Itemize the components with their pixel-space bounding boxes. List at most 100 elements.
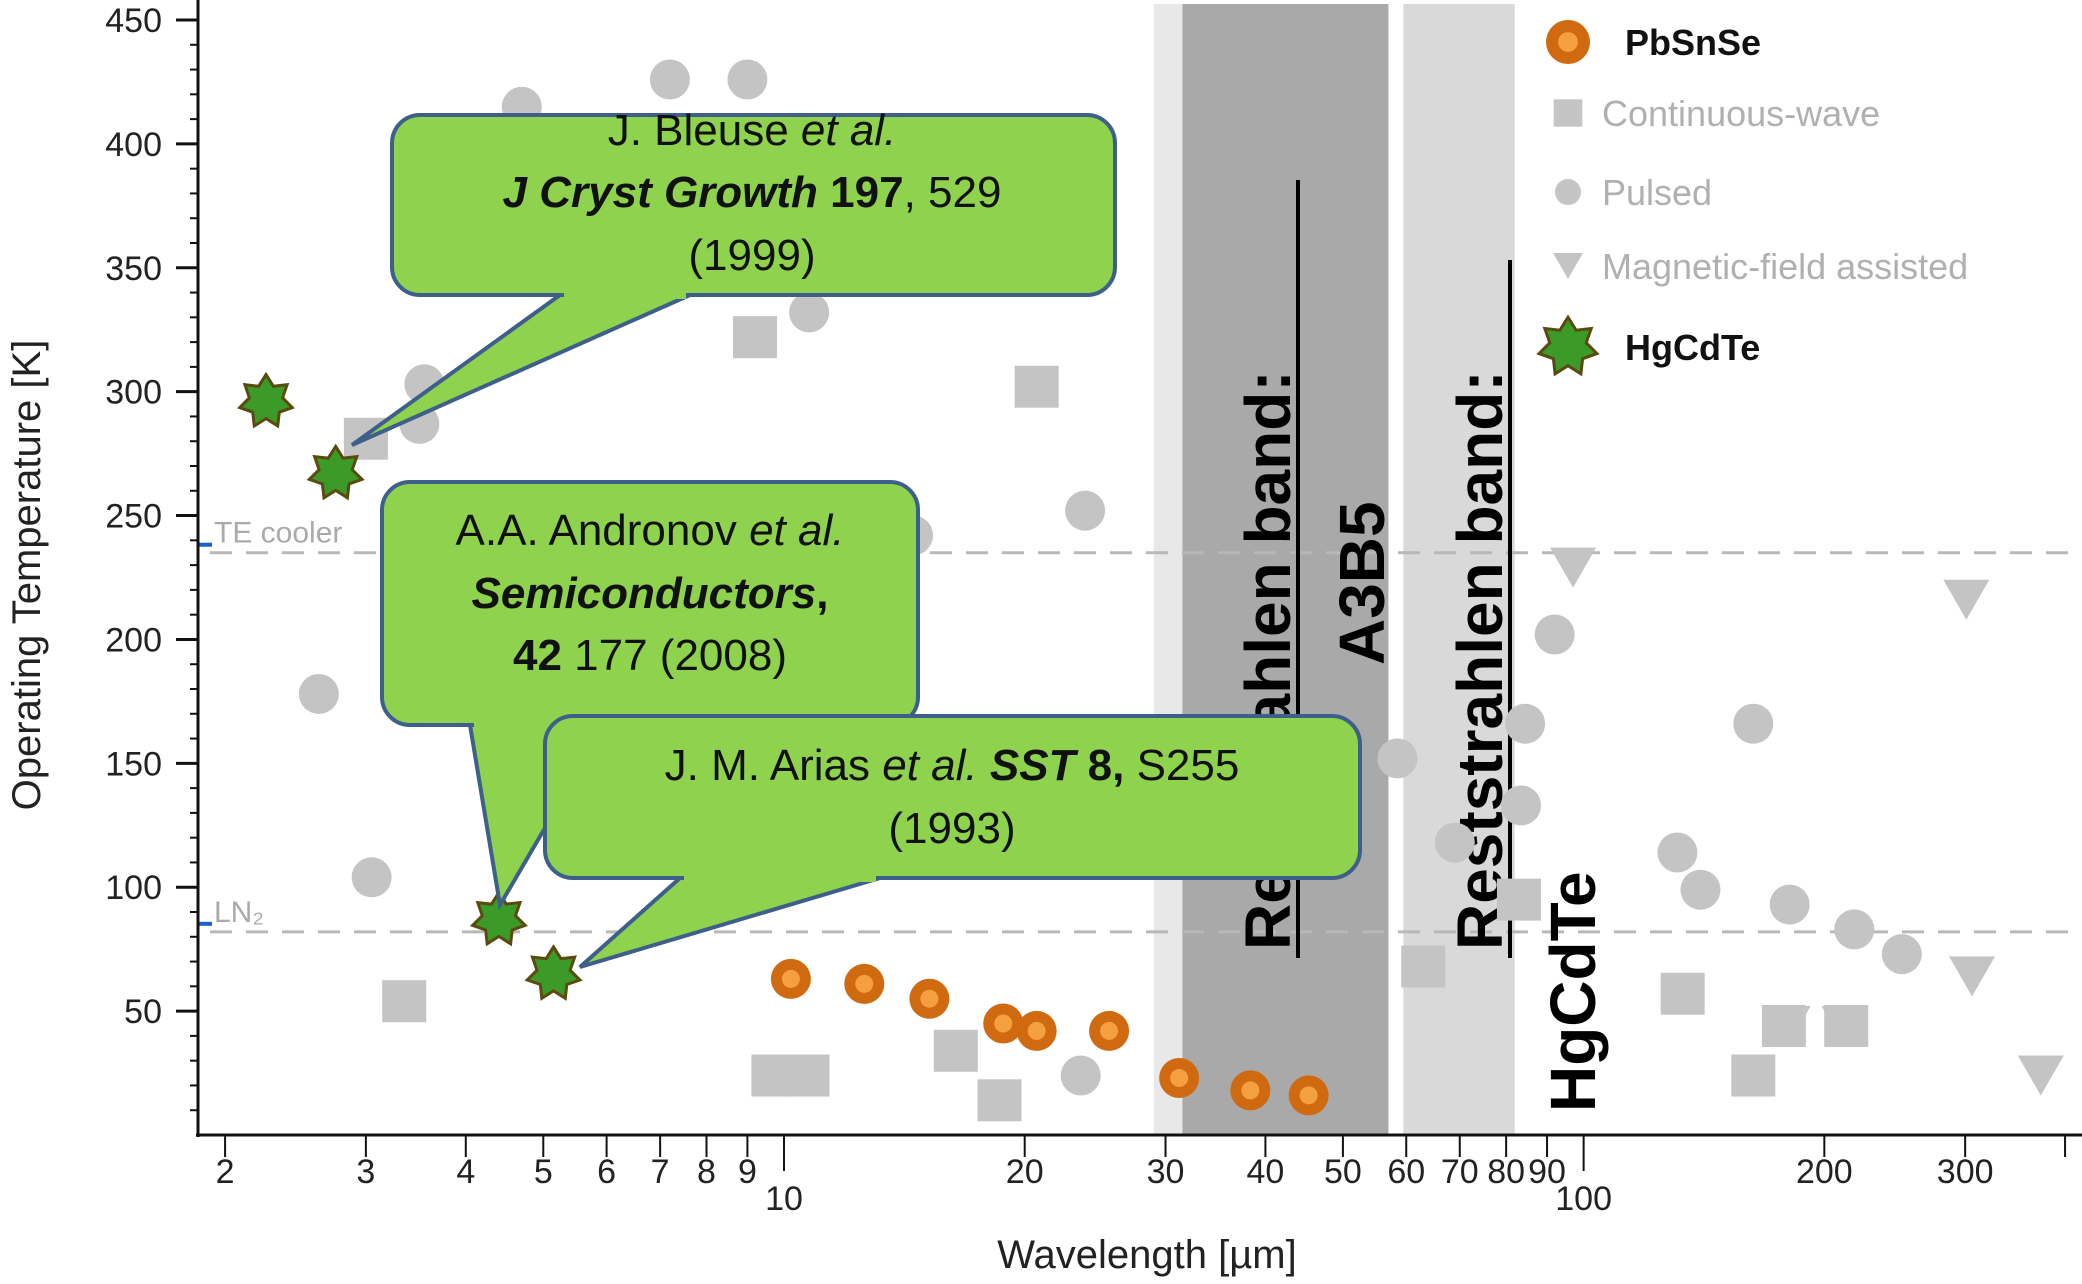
- point-pulsed-6: [727, 59, 768, 100]
- point-pulsed-9: [1065, 490, 1106, 531]
- callout-1-line-0: A.A. Andronov et al.: [456, 506, 845, 555]
- callout-run: J. Bleuse: [608, 106, 801, 155]
- callout-0-line-2: (1999): [688, 231, 815, 280]
- legend-marker-0-core: [1558, 32, 1578, 52]
- band-labels: Reststrahlen band: A3B5 Reststrahlen band:…: [1232, 180, 1609, 1112]
- legend-item-2: Pulsed: [1555, 172, 1712, 213]
- callout-2-line-0: J. M. Arias et al. SST 8, S255: [665, 741, 1240, 790]
- callout-run: 42: [513, 631, 562, 680]
- x-tick-label-8: 8: [697, 1153, 716, 1191]
- point-continuous-wave-6: [977, 1079, 1022, 1122]
- point-pbsnse-7-core: [1241, 1081, 1260, 1100]
- point-pbsnse-2-core: [920, 989, 939, 1008]
- callout-run: A.A. Andronov: [456, 506, 750, 555]
- legend-label-4: HgCdTe: [1625, 327, 1760, 368]
- x-tick-label-200: 200: [1796, 1153, 1853, 1191]
- point-pulsed-18: [1733, 703, 1774, 744]
- callout-box-2: [543, 714, 1362, 880]
- point-pulsed-16: [1657, 832, 1698, 873]
- point-continuous-wave-2: [733, 316, 778, 359]
- point-pbsnse-0-core: [781, 969, 800, 988]
- callout-run: et al.: [801, 106, 896, 155]
- legend-item-3: Magnetic-field assisted: [1553, 246, 1968, 287]
- x-tick-label-80: 80: [1487, 1153, 1525, 1191]
- point-pbsnse-0: [770, 958, 811, 999]
- band-label-a3b5-line2: A3B5: [1326, 501, 1398, 665]
- point-pbsnse-2: [909, 978, 950, 1019]
- legend-item-4: HgCdTe: [1536, 314, 1760, 377]
- callout-tail-0: [350, 293, 691, 447]
- point-pulsed-14: [1501, 785, 1542, 826]
- x-tick-label-300: 300: [1937, 1153, 1994, 1191]
- point-pbsnse-8-core: [1299, 1086, 1318, 1105]
- point-magnetic-field-assisted-4: [1764, 1005, 1811, 1046]
- x-tick-label-70: 70: [1441, 1153, 1479, 1191]
- point-pbsnse-3-core: [994, 1014, 1013, 1033]
- x-tick-label-20: 20: [1006, 1153, 1044, 1191]
- point-magnetic-field-assisted-3: [2017, 1055, 2064, 1096]
- reference-label-0: TE cooler: [214, 517, 342, 550]
- point-pulsed-10: [1060, 1055, 1101, 1096]
- legend-item-0: PbSnSe: [1546, 20, 1761, 64]
- point-pulsed-7: [789, 292, 830, 333]
- x-tick-label-10: 10: [765, 1180, 803, 1218]
- point-hgcdte-0: [236, 371, 296, 429]
- y-tick-label-350: 350: [105, 250, 162, 288]
- y-tick-label-450: 450: [105, 2, 162, 40]
- callout-2: J. M. Arias et al. SST 8, S255 (1993): [543, 714, 1362, 969]
- x-tick-label-6: 6: [597, 1153, 616, 1191]
- point-pbsnse-7: [1230, 1070, 1271, 1111]
- legend-label-0: PbSnSe: [1625, 22, 1761, 63]
- point-pbsnse-3: [983, 1003, 1024, 1044]
- x-tick-label-100: 100: [1555, 1180, 1612, 1218]
- point-magnetic-field-assisted-2: [1949, 956, 1996, 997]
- point-pbsnse-6: [1159, 1058, 1200, 1099]
- point-hgcdte-2: [469, 889, 528, 947]
- callout-run: SST: [990, 741, 1079, 790]
- reststrahlen-bands: [1153, 4, 1515, 1135]
- point-pulsed-12: [1434, 822, 1475, 863]
- callout-run: [978, 741, 990, 790]
- point-pulsed-17: [1680, 869, 1721, 910]
- point-pulsed-13: [1505, 703, 1546, 744]
- point-magnetic-field-assisted-0: [1550, 547, 1597, 588]
- axes: 50 100 150 200 250 300 350 400 450 2 3 4 5 6 7 8 910 20 30…: [105, 0, 2082, 1218]
- callout-run: Semiconductors: [472, 569, 817, 618]
- callout-run: 177 (2008): [562, 631, 787, 680]
- citation-callouts: J. Bleuse et al. J Cryst Growth 197, 529 (…: [350, 106, 1362, 969]
- point-pulsed-5: [649, 59, 690, 100]
- legend: PbSnSe Continuous-wave Pulsed Magnetic-fiel…: [1536, 20, 1968, 377]
- x-tick-label-50: 50: [1324, 1153, 1362, 1191]
- point-continuous-wave-8: [1401, 945, 1446, 988]
- point-pbsnse-5-core: [1100, 1021, 1119, 1040]
- callout-2-line-1: (1993): [888, 804, 1015, 853]
- legend-marker-3: [1553, 253, 1583, 279]
- callout-run: ,: [816, 569, 828, 618]
- point-continuous-wave-10: [1660, 972, 1705, 1015]
- y-axis-title: Operating Temperature [K]: [5, 340, 49, 811]
- x-tick-label-30: 30: [1147, 1153, 1185, 1191]
- callout-run: S255: [1124, 741, 1239, 790]
- point-pbsnse-8: [1288, 1075, 1329, 1116]
- band-label-hgcdte-line1: Reststrahlen band:: [1444, 370, 1516, 950]
- callout-run: et al.: [882, 741, 977, 790]
- band-label-hgcdte-line2: HgCdTe: [1537, 871, 1609, 1112]
- callout-run: (1999): [688, 231, 815, 280]
- point-continuous-wave-9: [1496, 878, 1541, 921]
- y-tick-label-200: 200: [105, 621, 162, 659]
- point-pbsnse-1: [844, 963, 885, 1004]
- legend-marker-0: [1546, 20, 1590, 64]
- reference-label-1: LN₂: [214, 896, 264, 929]
- point-pulsed-15: [1534, 614, 1575, 655]
- callout-run: 8,: [1075, 741, 1124, 790]
- y-tick-label-150: 150: [105, 745, 162, 783]
- band-label-hgcdte: Reststrahlen band: HgCdTe: [1444, 260, 1609, 1112]
- point-continuous-wave-12: [1731, 1054, 1776, 1097]
- point-continuous-wave-5: [933, 1029, 978, 1072]
- point-pbsnse-4: [1016, 1010, 1057, 1051]
- legend-marker-2: [1555, 179, 1581, 205]
- callout-run: (1993): [888, 804, 1015, 853]
- point-magnetic-field-assisted-5: [1821, 1005, 1868, 1046]
- callout-0-line-1: J Cryst Growth 197, 529: [503, 168, 1002, 217]
- reference-lines: TE cooler LN₂: [198, 517, 2080, 934]
